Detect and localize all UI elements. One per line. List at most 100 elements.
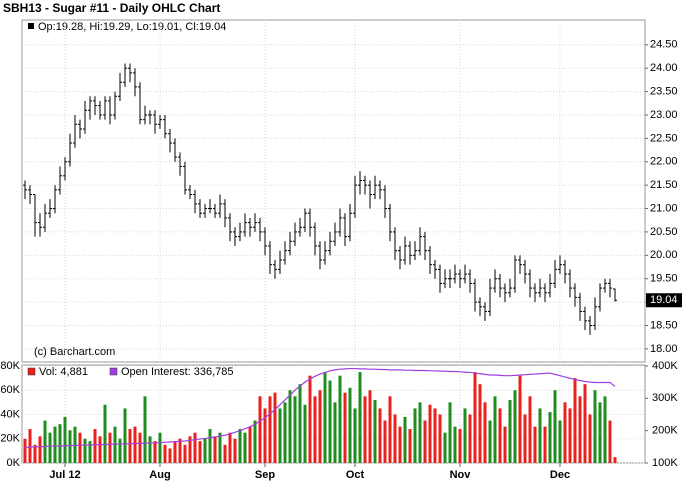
y2-tick-label: 200K <box>652 425 678 437</box>
open-interest-line <box>24 367 616 449</box>
volume-bar <box>168 448 172 463</box>
volume-bar <box>128 429 132 463</box>
y-tick-label: 21.50 <box>650 179 678 191</box>
volume-bar <box>258 396 262 463</box>
volume-bar <box>473 372 477 463</box>
volume-bar <box>343 392 347 463</box>
legend-label: Vol: 4,881 <box>39 366 88 378</box>
volume-bar <box>253 420 257 463</box>
volume-bar <box>528 396 532 463</box>
volume-bar <box>268 396 272 463</box>
volume-bar <box>568 408 572 463</box>
y-tick-label: 21.00 <box>650 202 678 214</box>
y-tick-label: 20.00 <box>650 249 678 261</box>
volume-bar <box>283 402 287 463</box>
volume-bar <box>173 441 177 463</box>
volume-bar <box>388 396 392 463</box>
volume-bar <box>318 390 322 463</box>
y2-tick-label: 100K <box>652 457 678 469</box>
volume-bar <box>158 432 162 463</box>
volume-bar <box>338 375 342 463</box>
volume-bar <box>453 426 457 463</box>
volume-bar <box>598 402 602 463</box>
volume-bar <box>148 436 152 463</box>
chart-title: SBH13 - Sugar #11 - Daily OHLC Chart <box>3 1 220 15</box>
legend-swatch <box>109 367 118 376</box>
volume-bar <box>153 441 157 463</box>
copyright: (c) Barchart.com <box>34 346 115 358</box>
volume-bar <box>313 396 317 463</box>
volume-bar <box>423 420 427 463</box>
volume-bar <box>328 380 332 463</box>
volume-bar <box>93 429 97 463</box>
y-tick-label: 18.50 <box>650 319 678 331</box>
volume-bar <box>428 404 432 463</box>
volume-bar <box>493 396 497 463</box>
volume-bar <box>133 426 137 463</box>
volume-bar <box>398 426 402 463</box>
volume-bar <box>48 432 52 463</box>
volume-bar <box>143 396 147 463</box>
volume-bar <box>208 429 212 463</box>
y2-tick-label: 400K <box>652 360 678 372</box>
volume-bar <box>443 432 447 463</box>
volume-bar <box>358 372 362 463</box>
volume-bar <box>278 408 282 463</box>
y-tick-label: 23.50 <box>650 85 678 97</box>
volume-bar <box>78 432 82 463</box>
volume-bar <box>108 432 112 463</box>
volume-bar <box>63 416 67 463</box>
y-tick-label: 23.00 <box>650 109 678 121</box>
volume-bar <box>418 402 422 463</box>
volume-bar <box>238 429 242 463</box>
volume-bar <box>198 441 202 463</box>
volume-bar <box>413 408 417 463</box>
volume-bar <box>553 390 557 463</box>
volume-bar <box>433 408 437 463</box>
x-tick-label: Sep <box>255 469 275 481</box>
volume-bar <box>58 424 62 463</box>
volume-bar <box>28 429 32 463</box>
volume-bar <box>188 436 192 463</box>
volume-bar <box>323 372 327 463</box>
last-price-box <box>646 293 682 308</box>
legend-swatch <box>27 367 36 376</box>
x-tick-label: Aug <box>149 469 170 481</box>
volume-bar <box>263 408 267 463</box>
y-tick-label: 22.00 <box>650 156 678 168</box>
volume-bar <box>408 429 412 463</box>
volume-bar <box>193 432 197 463</box>
volume-bar <box>88 441 92 463</box>
volume-bar <box>508 399 512 463</box>
y-tick-label: 40K <box>0 408 20 420</box>
y-tick-label: 20.50 <box>650 226 678 238</box>
volume-bar <box>378 408 382 463</box>
y-tick-label: 24.00 <box>650 62 678 74</box>
volume-bar <box>228 432 232 463</box>
volume-bar <box>243 432 247 463</box>
volume-bar <box>608 420 612 463</box>
volume-bar <box>68 430 72 463</box>
volume-bar <box>558 420 562 463</box>
volume-bar <box>38 436 42 463</box>
y-tick-label: 20K <box>0 433 20 445</box>
last-price-label: 19.04 <box>650 294 678 306</box>
volume-bar <box>438 414 442 463</box>
volume-bar <box>573 378 577 463</box>
volume-bar <box>503 426 507 463</box>
volume-bar <box>248 426 252 463</box>
volume-bar <box>163 444 167 463</box>
volume-bar <box>578 396 582 463</box>
volume-bar <box>203 438 207 463</box>
volume-bar <box>103 404 107 463</box>
volume-bar <box>518 375 522 463</box>
volume-bar <box>448 402 452 463</box>
y-tick-label: 24.50 <box>650 39 678 51</box>
volume-bar <box>178 438 182 463</box>
ohlc-summary: Op:19.28, Hi:19.29, Lo:19.01, Cl:19.04 <box>38 21 226 33</box>
volume-bar <box>488 420 492 463</box>
volume-bar <box>513 390 517 463</box>
y-tick-label: 22.50 <box>650 132 678 144</box>
